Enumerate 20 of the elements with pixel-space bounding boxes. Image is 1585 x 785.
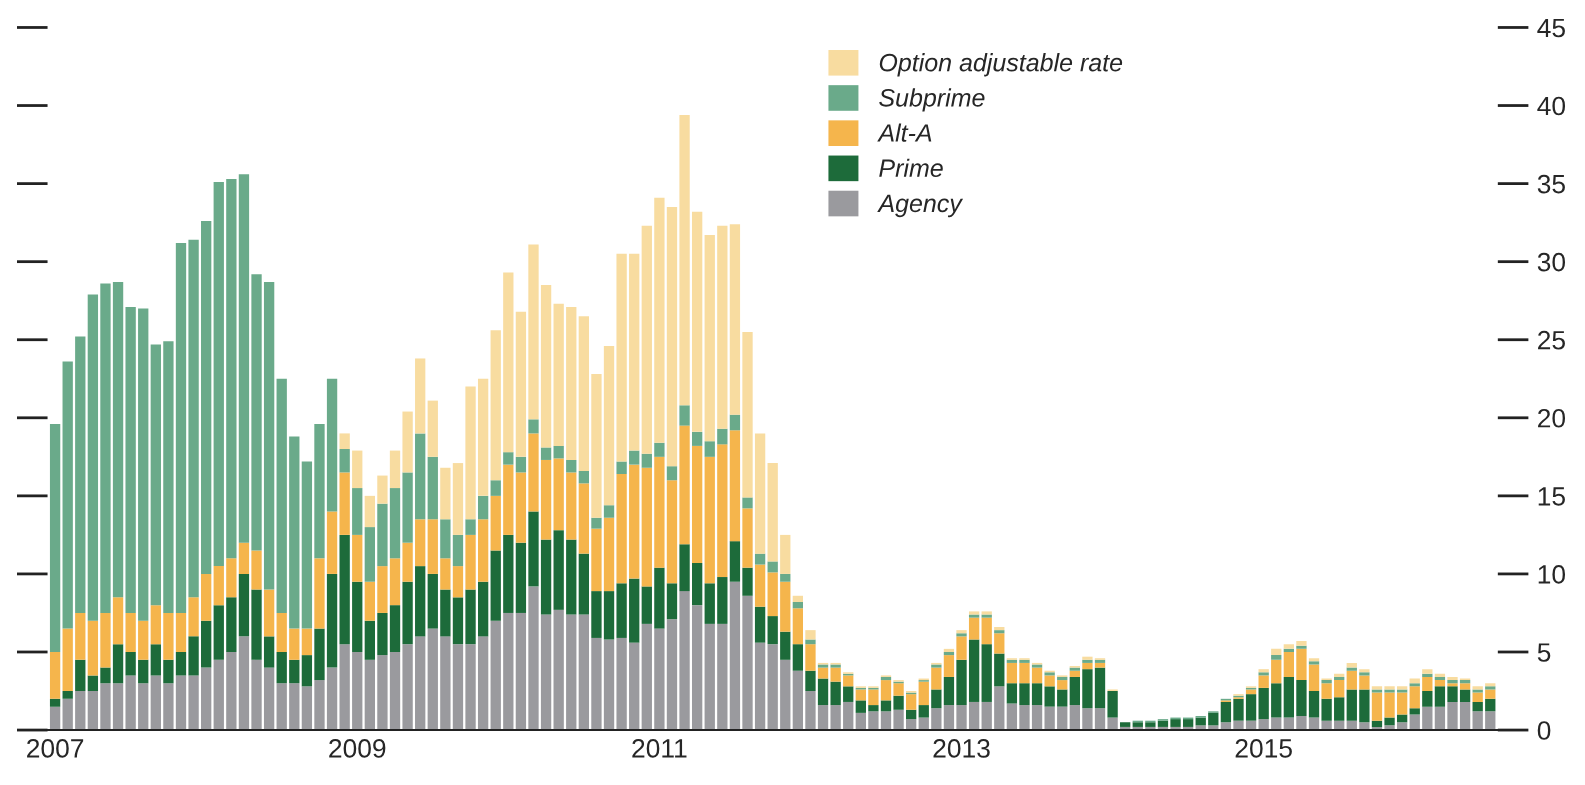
y-tick-label: 35 — [1537, 174, 1565, 194]
y-tick-label: 10 — [1538, 565, 1566, 584]
y-tick-label: 15 — [1538, 487, 1565, 506]
x-tick-label: 2015 — [1235, 739, 1292, 758]
legend-label: Option adjustable rate — [879, 53, 1123, 77]
y-tick-label: 45 — [1537, 18, 1565, 38]
x-tick-label: 2007 — [27, 739, 84, 758]
y-tick-label: 25 — [1538, 330, 1565, 350]
x-tick-label: 2009 — [329, 739, 386, 758]
y-tick-label: 5 — [1537, 643, 1551, 662]
legend-label: Subprime — [879, 88, 985, 112]
x-tick-label: 2013 — [933, 739, 990, 758]
legend-label: Alt-A — [877, 123, 932, 142]
x-tick-label: 2011 — [632, 739, 687, 758]
legend-label: Agency — [877, 194, 964, 218]
y-tick-label: 20 — [1538, 408, 1566, 428]
legend-label: Prime — [879, 158, 943, 178]
y-tick-label: 30 — [1537, 252, 1566, 272]
y-tick-label: 40 — [1537, 96, 1566, 116]
y-tick-label: 0 — [1537, 721, 1551, 740]
